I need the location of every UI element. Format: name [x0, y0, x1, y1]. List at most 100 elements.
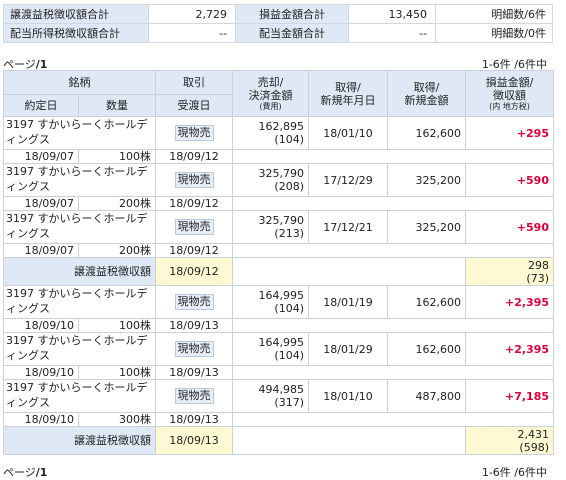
exec-date: 18/09/10 [3, 365, 79, 380]
header-qty: 数量 [78, 94, 156, 117]
quantity: 100株 [78, 365, 156, 380]
subtotal-tax: 298 [528, 258, 549, 272]
acq-date: 18/01/10 [308, 379, 388, 413]
settle-date: 18/09/12 [155, 243, 233, 258]
row-spacer [232, 412, 554, 427]
dividend-total-value: -- [348, 23, 436, 43]
fee: (208) [274, 180, 304, 193]
dividend-tax-total-value: -- [148, 23, 236, 43]
subtotal-blank [232, 426, 466, 455]
subtotal-value: 298 (73) [465, 257, 554, 286]
fee: (213) [274, 227, 304, 240]
stock-name[interactable]: 3197 すかいらーくホールディングス [3, 379, 156, 413]
trade-type-badge: 現物売 [174, 341, 214, 357]
subtotal-blank [232, 257, 466, 286]
acq-amount: 487,800 [387, 379, 466, 413]
stock-name[interactable]: 3197 すかいらーくホールディングス [3, 163, 156, 197]
row-spacer [232, 243, 554, 258]
transaction-table: 銘柄 取引 売却/ 決済金額 (費用) 取得/ 新規年月日 取得/ 新規金額 損… [3, 70, 554, 455]
tax-total-value: 2,729 [148, 4, 236, 24]
subtotal-date: 18/09/13 [155, 426, 233, 455]
header-exec-date: 約定日 [3, 94, 79, 117]
dividend-tax-total-label: 配当所得税徴収額合計 [3, 23, 149, 43]
acq-amount: 162,600 [387, 285, 466, 319]
subtotal-local-tax: (73) [526, 271, 549, 285]
subtotal-label: 譲渡益税徴収額 [3, 426, 156, 455]
exec-date: 18/09/10 [3, 412, 79, 427]
page-number[interactable]: /1 [35, 466, 48, 479]
header-acq-date-line2: 新規年月日 [320, 93, 376, 107]
row-spacer [232, 318, 554, 333]
stock-name[interactable]: 3197 すかいらーくホールディングス [3, 116, 156, 150]
profit-loss: +2,395 [465, 332, 554, 366]
amount: 325,790 [258, 167, 305, 180]
quantity: 300株 [78, 412, 156, 427]
fee: (104) [274, 349, 304, 362]
trade-type-badge: 現物売 [174, 219, 214, 235]
detail-count: 明細数/6件 [435, 4, 553, 24]
header-pl-line1: 損益金額/ [485, 76, 534, 89]
row-spacer [232, 365, 554, 380]
header-settle-date: 受渡日 [155, 94, 233, 117]
settle-date: 18/09/12 [155, 149, 233, 164]
row-spacer [232, 149, 554, 164]
subtotal-value: 2,431 (598) [465, 426, 554, 455]
exec-date: 18/09/07 [3, 243, 79, 258]
header-pl: 損益金額/ 徴収額 (内 地方税) [465, 70, 554, 117]
amount: 494,985 [258, 383, 305, 396]
pl-total-value: 13,450 [348, 4, 436, 24]
trade-type-badge: 現物売 [174, 388, 214, 404]
subtotal-label: 譲渡益税徴収額 [3, 257, 156, 286]
fee: (104) [274, 133, 304, 146]
stock-name[interactable]: 3197 すかいらーくホールディングス [3, 332, 156, 366]
page-label: ページ [3, 466, 36, 479]
header-torihiki: 取引 [155, 70, 233, 95]
fee: (104) [274, 302, 304, 315]
acq-amount: 325,200 [387, 163, 466, 197]
amount: 164,995 [258, 336, 305, 349]
quantity: 200株 [78, 196, 156, 211]
page-number[interactable]: /1 [35, 58, 48, 71]
summary-table: 譲渡益税徴収額合計 2,729 損益金額合計 13,450 明細数/6件 配当所… [3, 4, 553, 43]
stock-name[interactable]: 3197 すかいらーくホールディングス [3, 285, 156, 319]
profit-loss: +295 [465, 116, 554, 150]
acq-amount: 162,600 [387, 332, 466, 366]
header-acq-amount-line2: 新規金額 [404, 93, 449, 107]
result-range: 1-6件 /6件中 [481, 466, 547, 479]
exec-date: 18/09/07 [3, 149, 79, 164]
acq-amount: 325,200 [387, 210, 466, 244]
header-acq-amount: 取得/ 新規金額 [387, 70, 466, 117]
trade-type-badge: 現物売 [174, 172, 214, 188]
header-acq-amount-line1: 取得/ [413, 80, 440, 94]
stock-name-text: 3197 すかいらーくホールディングス [6, 381, 148, 409]
quantity: 200株 [78, 243, 156, 258]
stock-name-text: 3197 すかいらーくホールディングス [6, 118, 148, 146]
stock-name-text: 3197 すかいらーくホールディングス [6, 212, 148, 240]
acq-date: 18/01/29 [308, 332, 388, 366]
profit-loss: +590 [465, 163, 554, 197]
tax-total-label: 譲渡益税徴収額合計 [3, 4, 149, 24]
pl-total-label: 損益金額合計 [235, 4, 349, 24]
trade-type-badge: 現物売 [174, 294, 214, 310]
dividend-total-label: 配当金額合計 [235, 23, 349, 43]
header-pl-line2: 徴収額 [493, 89, 526, 102]
header-acq-date: 取得/ 新規年月日 [308, 70, 388, 117]
amount: 162,895 [258, 120, 305, 133]
trade-type-badge: 現物売 [174, 125, 214, 141]
header-meigara: 銘柄 [3, 70, 156, 95]
row-spacer [232, 196, 554, 211]
stock-name-text: 3197 すかいらーくホールディングス [6, 334, 148, 362]
acq-date: 17/12/21 [308, 210, 388, 244]
subtotal-date: 18/09/12 [155, 257, 233, 286]
quantity: 100株 [78, 318, 156, 333]
amount: 164,995 [258, 289, 305, 302]
exec-date: 18/09/10 [3, 318, 79, 333]
stock-name-text: 3197 すかいらーくホールディングス [6, 287, 148, 315]
dividend-detail-count: 明細数/0件 [435, 23, 553, 43]
acq-date: 18/01/10 [308, 116, 388, 150]
stock-name[interactable]: 3197 すかいらーくホールディングス [3, 210, 156, 244]
header-amount-line3: (費用) [259, 102, 282, 111]
acq-amount: 162,600 [387, 116, 466, 150]
acq-date: 17/12/29 [308, 163, 388, 197]
settle-date: 18/09/13 [155, 318, 233, 333]
